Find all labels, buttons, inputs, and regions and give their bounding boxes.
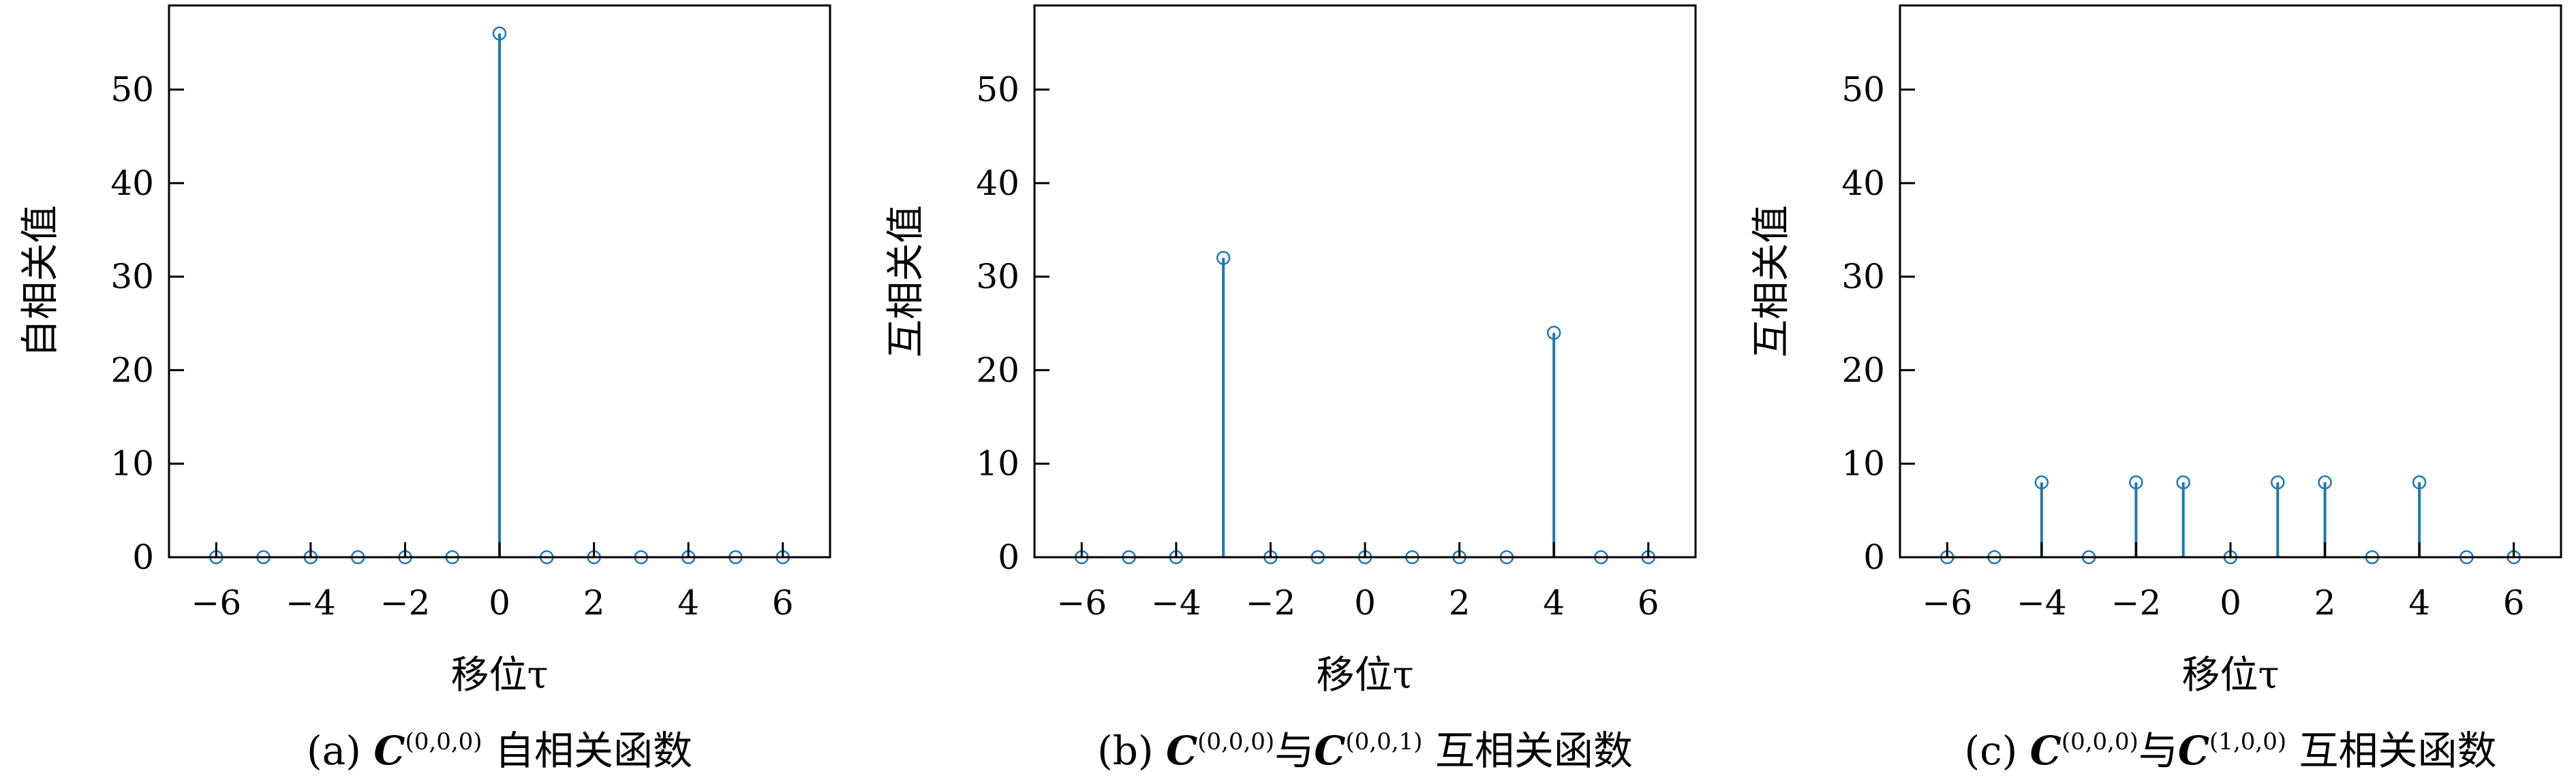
- caption-connector: 与: [2138, 728, 2178, 774]
- x-tick-label: 4: [677, 583, 699, 623]
- stem-marker: [1546, 326, 1561, 340]
- x-tick-label: 6: [772, 583, 794, 623]
- x-tick-label: 2: [1449, 583, 1471, 623]
- y-tick-label: 30: [110, 257, 154, 296]
- x-tick-label: −6: [1056, 583, 1107, 623]
- x-tick-label: 2: [583, 583, 605, 623]
- x-tick-label: −4: [1151, 583, 1201, 623]
- y-tick-label: 50: [976, 70, 1019, 110]
- x-tick-label: 6: [2503, 583, 2525, 623]
- y-tick-label: 30: [976, 257, 1019, 296]
- caption-connector: 与: [1274, 728, 1314, 774]
- caption-prefix: (a): [307, 728, 373, 774]
- y-axis-label: 互相关值: [1749, 205, 1794, 358]
- y-tick-label: 50: [110, 70, 154, 110]
- x-tick-label: 0: [2220, 583, 2241, 623]
- stem-marker: [1216, 251, 1231, 265]
- y-tick-label: 40: [976, 163, 1019, 203]
- y-tick-label: 40: [110, 163, 154, 203]
- y-tick-label: 10: [110, 444, 154, 484]
- x-tick-label: −4: [286, 583, 336, 623]
- caption-superscript: (1,0,0): [2209, 728, 2286, 755]
- y-tick-label: 20: [110, 350, 154, 390]
- x-tick-label: −2: [380, 583, 431, 623]
- panel-caption: (c) C(0,0,0)与C(1,0,0) 互相关函数: [1964, 728, 2496, 774]
- caption-matrix: C: [2030, 728, 2061, 774]
- x-tick-label: −4: [2017, 583, 2067, 623]
- y-tick-label: 30: [1841, 257, 1885, 296]
- caption-suffix: 自相关函数: [482, 728, 692, 774]
- x-tick-label: 0: [1354, 583, 1376, 623]
- x-tick-label: 0: [489, 583, 510, 623]
- x-axis-label: 移位τ: [2182, 653, 2280, 698]
- x-tick-label: −2: [1246, 583, 1296, 623]
- x-axis-label: 移位τ: [451, 653, 549, 698]
- stem-marker: [2412, 475, 2427, 490]
- caption-matrix: C: [1166, 728, 1197, 774]
- y-tick-label: 40: [1841, 163, 1885, 203]
- x-tick-label: −6: [191, 583, 241, 623]
- stem-marker: [2176, 475, 2190, 490]
- stem-marker: [2318, 475, 2332, 490]
- caption-matrix: C: [2178, 728, 2209, 774]
- x-tick-label: −2: [2111, 583, 2162, 623]
- y-tick-label: 50: [1841, 70, 1885, 110]
- caption-superscript: (0,0,0): [2061, 728, 2138, 755]
- caption-matrix: C: [373, 728, 405, 774]
- y-axis-label: 互相关值: [884, 205, 928, 358]
- x-axis-label: 移位τ: [1317, 653, 1414, 698]
- y-tick-label: 0: [132, 537, 154, 577]
- x-tick-label: 6: [1638, 583, 1659, 623]
- x-tick-label: 4: [1543, 583, 1565, 623]
- panel-caption: (a) C(0,0,0) 自相关函数: [307, 728, 692, 774]
- stem-marker: [2034, 475, 2049, 490]
- y-tick-label: 0: [1863, 537, 1885, 577]
- stem-marker: [2271, 475, 2285, 490]
- caption-suffix: 互相关函数: [1422, 728, 1632, 774]
- caption-superscript: (0,0,1): [1345, 728, 1422, 755]
- stem-marker: [2129, 475, 2143, 490]
- y-tick-label: 10: [976, 444, 1019, 484]
- caption-superscript: (0,0,0): [405, 728, 482, 755]
- y-tick-label: 10: [1841, 444, 1885, 484]
- chart-panel-a: −6 −4 −2 0 2 4 6 0 10 20 30 40 50 移位τ 自相关值 (a) C(0,0,0)…: [18, 4, 831, 774]
- x-tick-label: 2: [2314, 583, 2336, 623]
- y-tick-label: 20: [976, 350, 1019, 390]
- x-tick-label: −6: [1922, 583, 1972, 623]
- caption-prefix: (c): [1964, 728, 2029, 774]
- caption-superscript: (0,0,0): [1197, 728, 1274, 755]
- y-tick-label: 20: [1841, 350, 1885, 390]
- y-axis-label: 自相关值: [18, 205, 63, 358]
- panel-caption: (b) C(0,0,0)与C(0,0,1) 互相关函数: [1097, 728, 1633, 774]
- caption-matrix: C: [1314, 728, 1345, 774]
- stem-marker: [492, 26, 507, 41]
- caption-prefix: (b): [1097, 728, 1166, 774]
- caption-suffix: 互相关函数: [2286, 728, 2496, 774]
- x-tick-label: 4: [2408, 583, 2430, 623]
- y-tick-label: 0: [998, 537, 1019, 577]
